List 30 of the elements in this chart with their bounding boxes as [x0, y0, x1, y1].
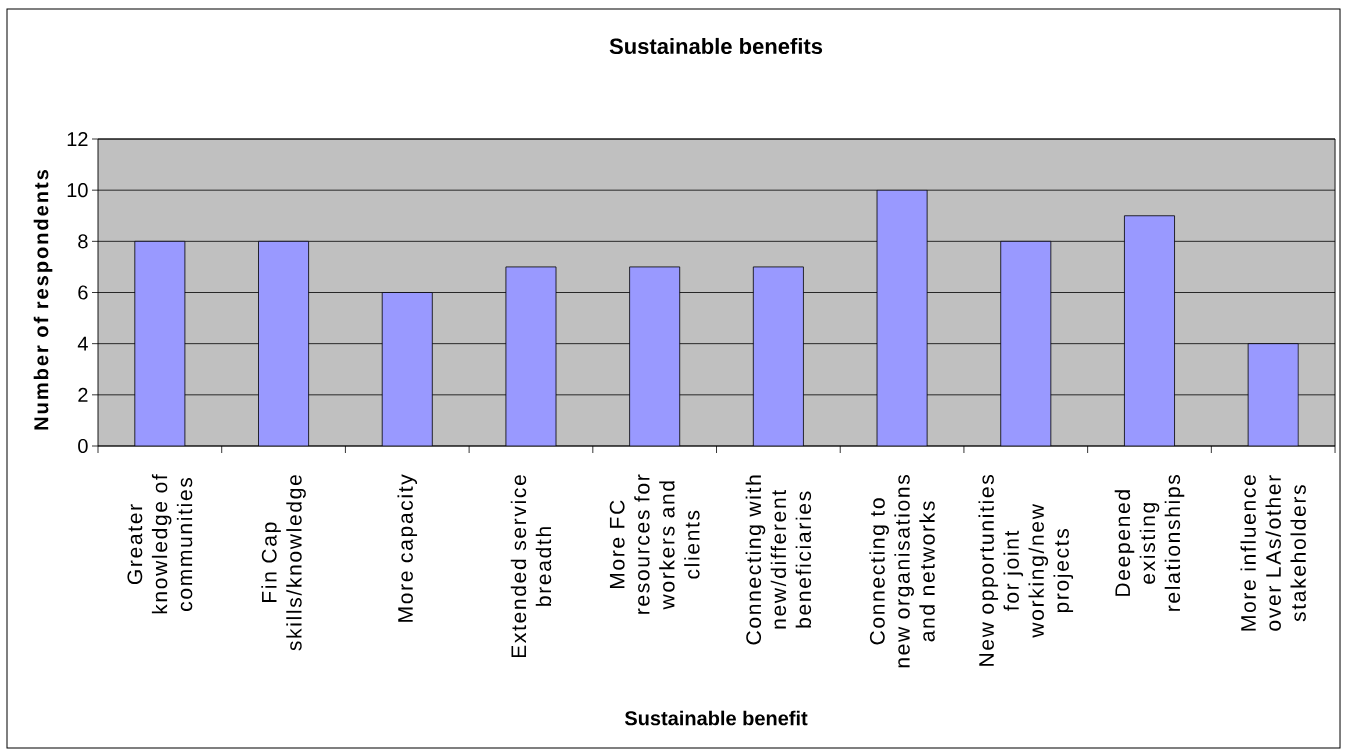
- bar: [1124, 215, 1175, 446]
- y-tick-label: 6: [78, 285, 88, 300]
- y-tick-label: 4: [77, 336, 88, 351]
- y-tick-label: 12: [67, 132, 88, 146]
- x-tick-label: More FC resources for workers and clients: [609, 474, 700, 614]
- x-tick-label: More capacity: [397, 474, 418, 622]
- x-tick-label: Extended service breadth: [510, 475, 552, 658]
- x-axis-title: Sustainable benefit: [624, 710, 808, 726]
- x-tick-label: Connecting with new/different beneficiaries: [745, 475, 812, 645]
- bar: [752, 266, 804, 446]
- y-tick-label: 2: [78, 387, 88, 402]
- bar: [381, 292, 433, 446]
- bar: [134, 240, 186, 446]
- bar: [258, 240, 310, 446]
- x-tick-label: Fin Cap skills/knowledge: [261, 475, 306, 651]
- y-tick-label: 10: [67, 183, 88, 198]
- x-tick-label: More influence over LAs/other stakeholders: [1240, 475, 1306, 631]
- bar: [629, 266, 681, 446]
- x-tick-label: New opportunities for joint working/new projects: [978, 475, 1074, 666]
- y-tick-label: 8: [78, 234, 88, 249]
- y-axis-title: Number of respondents: [33, 170, 53, 430]
- x-tick-label: Greater knowledge of communities: [127, 474, 193, 614]
- x-tick-label: Connecting to new organisations and networks: [869, 475, 935, 668]
- bar: [1000, 240, 1052, 446]
- y-tick-label: 0: [78, 438, 88, 454]
- chart-title: Sustainable benefits: [609, 37, 823, 55]
- bar: [505, 266, 557, 446]
- x-tick-label: Deepened existing relationships: [1114, 475, 1185, 611]
- bar: [1247, 343, 1299, 446]
- bar: [876, 189, 928, 446]
